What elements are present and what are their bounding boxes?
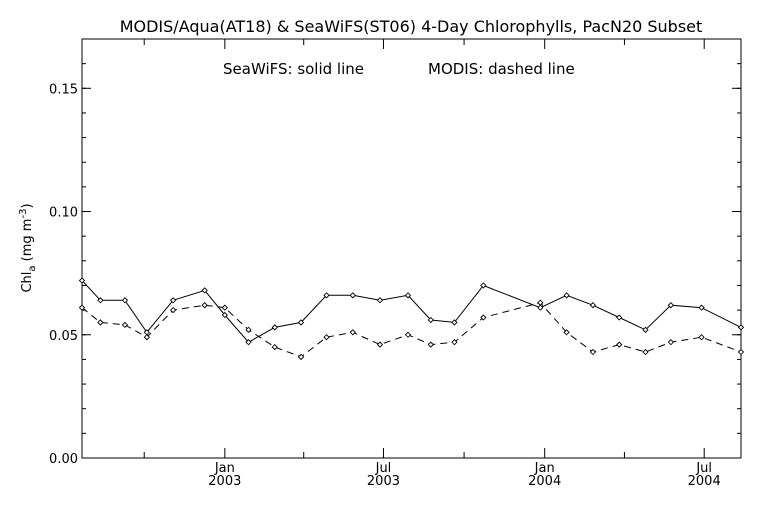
y-tick-label-2: 0.10 bbox=[49, 206, 78, 221]
series-line-seawifs bbox=[81, 280, 742, 343]
data-point-seawifs-14 bbox=[427, 316, 434, 324]
y-axis: 0.00 0.05 0.10 0.15 bbox=[49, 38, 741, 467]
data-point-seawifs-20 bbox=[616, 314, 623, 321]
data-point-modis-20 bbox=[616, 341, 623, 348]
data-point-modis-4 bbox=[170, 306, 177, 314]
data-point-modis-2 bbox=[121, 321, 129, 329]
data-point-modis-16 bbox=[480, 314, 487, 321]
x-tick-month-label-1: Jul bbox=[375, 461, 392, 476]
data-point-modis-6 bbox=[221, 304, 228, 311]
data-point-seawifs-18 bbox=[563, 292, 570, 299]
data-point-modis-11 bbox=[349, 329, 356, 336]
series-line-modis bbox=[81, 302, 742, 358]
annotation-modis: MODIS: dashed line bbox=[428, 60, 575, 78]
data-point-seawifs-13 bbox=[404, 292, 412, 299]
data-point-seawifs-5 bbox=[201, 287, 208, 294]
chart-title: MODIS/Aqua(AT18) & SeaWiFS(ST06) 4-Day C… bbox=[120, 17, 703, 36]
data-point-seawifs-7 bbox=[245, 339, 252, 346]
y-axis-label: Chla (mg m-3) bbox=[18, 203, 38, 292]
x-tick-month-label-3: Jul bbox=[695, 461, 712, 476]
data-point-modis-22 bbox=[667, 339, 675, 346]
data-point-modis-13 bbox=[404, 331, 412, 338]
data-point-modis-19 bbox=[589, 348, 597, 356]
x-tick-year-label-1: 2003 bbox=[367, 474, 400, 489]
data-point-seawifs-10 bbox=[323, 292, 330, 299]
data-point-modis-5 bbox=[201, 302, 208, 309]
data-point-seawifs-0 bbox=[78, 277, 86, 284]
y-axis-label-unit-close: ) bbox=[20, 203, 35, 208]
y-tick-label-1: 0.05 bbox=[49, 329, 78, 344]
data-point-modis-24 bbox=[737, 348, 745, 356]
series-layer bbox=[78, 277, 745, 361]
y-axis-label-unit-exponent: -3 bbox=[18, 209, 29, 219]
data-point-seawifs-17 bbox=[537, 304, 544, 311]
data-point-modis-10 bbox=[323, 334, 330, 341]
data-point-modis-23 bbox=[698, 334, 705, 341]
x-tick-month-label-2: Jan bbox=[534, 461, 555, 476]
data-point-modis-14 bbox=[427, 341, 434, 348]
data-point-modis-8 bbox=[271, 343, 278, 351]
data-point-seawifs-22 bbox=[667, 302, 675, 309]
y-tick-label-0: 0.00 bbox=[49, 452, 78, 467]
data-point-seawifs-16 bbox=[480, 282, 487, 289]
plot-area-frame bbox=[81, 38, 742, 459]
data-point-seawifs-21 bbox=[642, 326, 649, 333]
data-point-seawifs-15 bbox=[451, 319, 458, 326]
data-point-seawifs-6 bbox=[221, 311, 228, 319]
data-point-seawifs-9 bbox=[297, 319, 305, 326]
data-point-modis-12 bbox=[376, 341, 384, 348]
data-point-modis-0 bbox=[78, 304, 86, 311]
data-point-seawifs-4 bbox=[170, 297, 177, 304]
data-point-seawifs-1 bbox=[97, 297, 104, 304]
y-tick-label-3: 0.15 bbox=[49, 82, 78, 97]
data-point-modis-17 bbox=[537, 299, 544, 306]
x-tick-month-label-0: Jan bbox=[214, 461, 235, 476]
x-tick-year-label-3: 2004 bbox=[688, 474, 721, 489]
data-point-seawifs-23 bbox=[698, 304, 705, 311]
data-point-seawifs-11 bbox=[349, 292, 356, 299]
data-point-modis-18 bbox=[563, 329, 570, 336]
x-tick-year-label-0: 2003 bbox=[208, 474, 241, 489]
data-point-modis-21 bbox=[642, 348, 649, 356]
data-point-seawifs-2 bbox=[121, 297, 129, 304]
data-point-modis-7 bbox=[245, 326, 252, 333]
data-point-modis-15 bbox=[451, 339, 458, 346]
data-point-modis-9 bbox=[297, 353, 305, 361]
y-axis-label-unit: (mg m bbox=[20, 219, 35, 266]
data-point-seawifs-19 bbox=[589, 302, 597, 309]
data-point-seawifs-12 bbox=[376, 297, 384, 304]
y-axis-label-subscript: a bbox=[27, 265, 38, 271]
data-point-modis-1 bbox=[97, 319, 104, 326]
y-axis-label-main: Chl bbox=[20, 272, 35, 293]
data-point-seawifs-8 bbox=[271, 324, 278, 331]
x-tick-year-label-2: 2004 bbox=[528, 474, 561, 489]
annotation-seawifs: SeaWiFS: solid line bbox=[223, 60, 364, 78]
data-point-modis-3 bbox=[143, 334, 150, 341]
data-point-seawifs-24 bbox=[737, 324, 745, 331]
